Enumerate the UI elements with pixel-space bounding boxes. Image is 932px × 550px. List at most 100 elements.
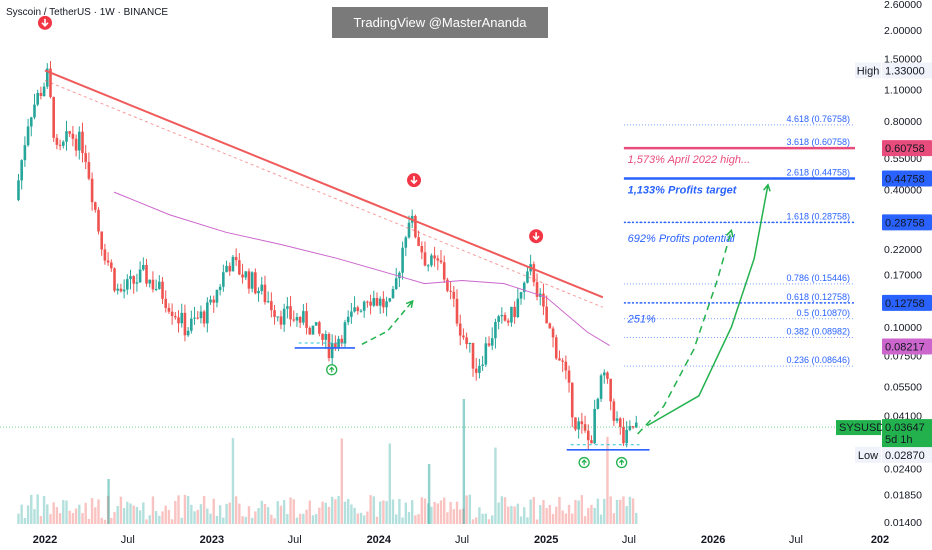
- candle-body: [148, 279, 152, 284]
- volume-bar: [356, 513, 359, 524]
- volume-bar: [449, 502, 452, 524]
- volume-bar: [577, 500, 580, 524]
- volume-bar: [126, 501, 129, 524]
- candle-body: [119, 288, 123, 292]
- volume-bar: [33, 509, 36, 524]
- candle-body: [154, 288, 158, 290]
- candle-body: [244, 271, 248, 278]
- volume-bar: [260, 500, 263, 524]
- high-badge: [882, 62, 932, 79]
- volume-bar: [215, 515, 219, 524]
- candle-body: [449, 290, 452, 292]
- candle-body: [618, 418, 622, 427]
- candle-body: [65, 131, 68, 142]
- candle-body: [564, 361, 568, 371]
- volume-bar: [446, 512, 449, 524]
- volume-bar: [110, 517, 113, 524]
- volume-bar: [417, 514, 420, 524]
- up-arrow-glyph: [329, 366, 335, 373]
- volume-bar: [401, 517, 404, 524]
- volume-bar: [94, 507, 97, 524]
- candle-body: [494, 321, 497, 339]
- candle-body: [212, 299, 216, 303]
- volume-bar: [17, 513, 20, 524]
- y-tick-label: 0.10000: [884, 322, 922, 334]
- candle-body: [362, 301, 366, 311]
- candle-body: [366, 301, 369, 303]
- candle-body: [186, 330, 190, 336]
- candle-body: [298, 317, 302, 323]
- candle-body: [126, 279, 129, 290]
- volume-bar: [318, 507, 321, 524]
- candle-body: [388, 298, 392, 302]
- volume-bar: [398, 498, 401, 524]
- volume-bar: [622, 496, 625, 524]
- up-arrow-glyph: [618, 459, 625, 466]
- candle-body: [174, 316, 177, 318]
- price-badge-text: 0.60758: [885, 143, 925, 155]
- price-badge-text: 0.28758: [885, 217, 925, 229]
- up-arrow-glyph: [581, 459, 587, 466]
- volume-bar: [596, 498, 600, 524]
- volume-bar: [532, 497, 536, 524]
- candle-body: [225, 265, 228, 273]
- candle-body: [439, 260, 443, 263]
- volume-bar: [529, 499, 532, 524]
- fib-level-label: 4.618 (0.76758): [786, 114, 850, 124]
- volume-bar: [561, 510, 564, 524]
- projection-solid: [646, 184, 769, 427]
- volume-bar: [302, 513, 305, 524]
- candle-body: [631, 426, 635, 428]
- y-tick-label: 0.22000: [884, 244, 922, 256]
- candle-body: [401, 247, 404, 273]
- x-tick-label: 2025: [534, 534, 558, 546]
- candle-body: [353, 307, 356, 312]
- low-badge-tag-text: Low: [858, 450, 878, 462]
- volume-bar: [158, 515, 161, 524]
- candle-body: [446, 279, 449, 291]
- candle-body: [426, 265, 430, 267]
- fib-level-label: 3.618 (0.60758): [786, 137, 850, 147]
- volume-bar: [282, 500, 286, 524]
- candle-body: [442, 262, 446, 280]
- price-axis[interactable]: 2.600002.000001.500001.100000.800000.550…: [836, 0, 932, 529]
- volume-bar: [231, 438, 235, 524]
- price-badge: [882, 338, 932, 355]
- volume-bar: [548, 504, 552, 524]
- volume-bar: [190, 504, 193, 524]
- projection-dashed-arrowhead: [725, 228, 734, 238]
- volume-bar: [142, 502, 145, 524]
- low-badge-text: 0.02870: [885, 450, 925, 462]
- candle-body: [622, 426, 625, 444]
- candle-body: [68, 131, 71, 134]
- volume-bar: [113, 512, 116, 524]
- y-tick-label: 2.60000: [884, 0, 922, 11]
- candle-body: [49, 68, 52, 98]
- volume-bar: [615, 499, 619, 524]
- volume-bar: [507, 506, 510, 524]
- time-axis[interactable]: 2022 Jul 2023 Jul 2024 Jul 2025 Jul 2026 Jul 202: [33, 534, 889, 546]
- candle-body: [500, 314, 504, 317]
- volume-bar: [468, 494, 472, 524]
- candle-body: [497, 316, 500, 322]
- volume-bar: [321, 501, 324, 524]
- volume-bar: [555, 506, 558, 524]
- bounce-arrowhead: [405, 299, 414, 309]
- candle-body: [254, 272, 257, 294]
- volume-bar: [151, 496, 155, 524]
- volume-bar: [535, 519, 539, 524]
- volume-bar: [410, 500, 414, 524]
- high-badge-tag-text: High: [857, 65, 880, 77]
- volume-bar: [225, 503, 228, 524]
- volume-bar: [382, 500, 385, 524]
- candle-body: [199, 311, 203, 319]
- candle-body: [81, 131, 84, 154]
- volume-bar: [516, 503, 520, 524]
- volume-bar: [420, 497, 424, 524]
- volume-bar: [164, 505, 167, 524]
- candle-body: [628, 426, 632, 430]
- candle-body: [193, 317, 196, 319]
- volume-bar: [340, 438, 343, 524]
- volume-bar: [542, 500, 545, 524]
